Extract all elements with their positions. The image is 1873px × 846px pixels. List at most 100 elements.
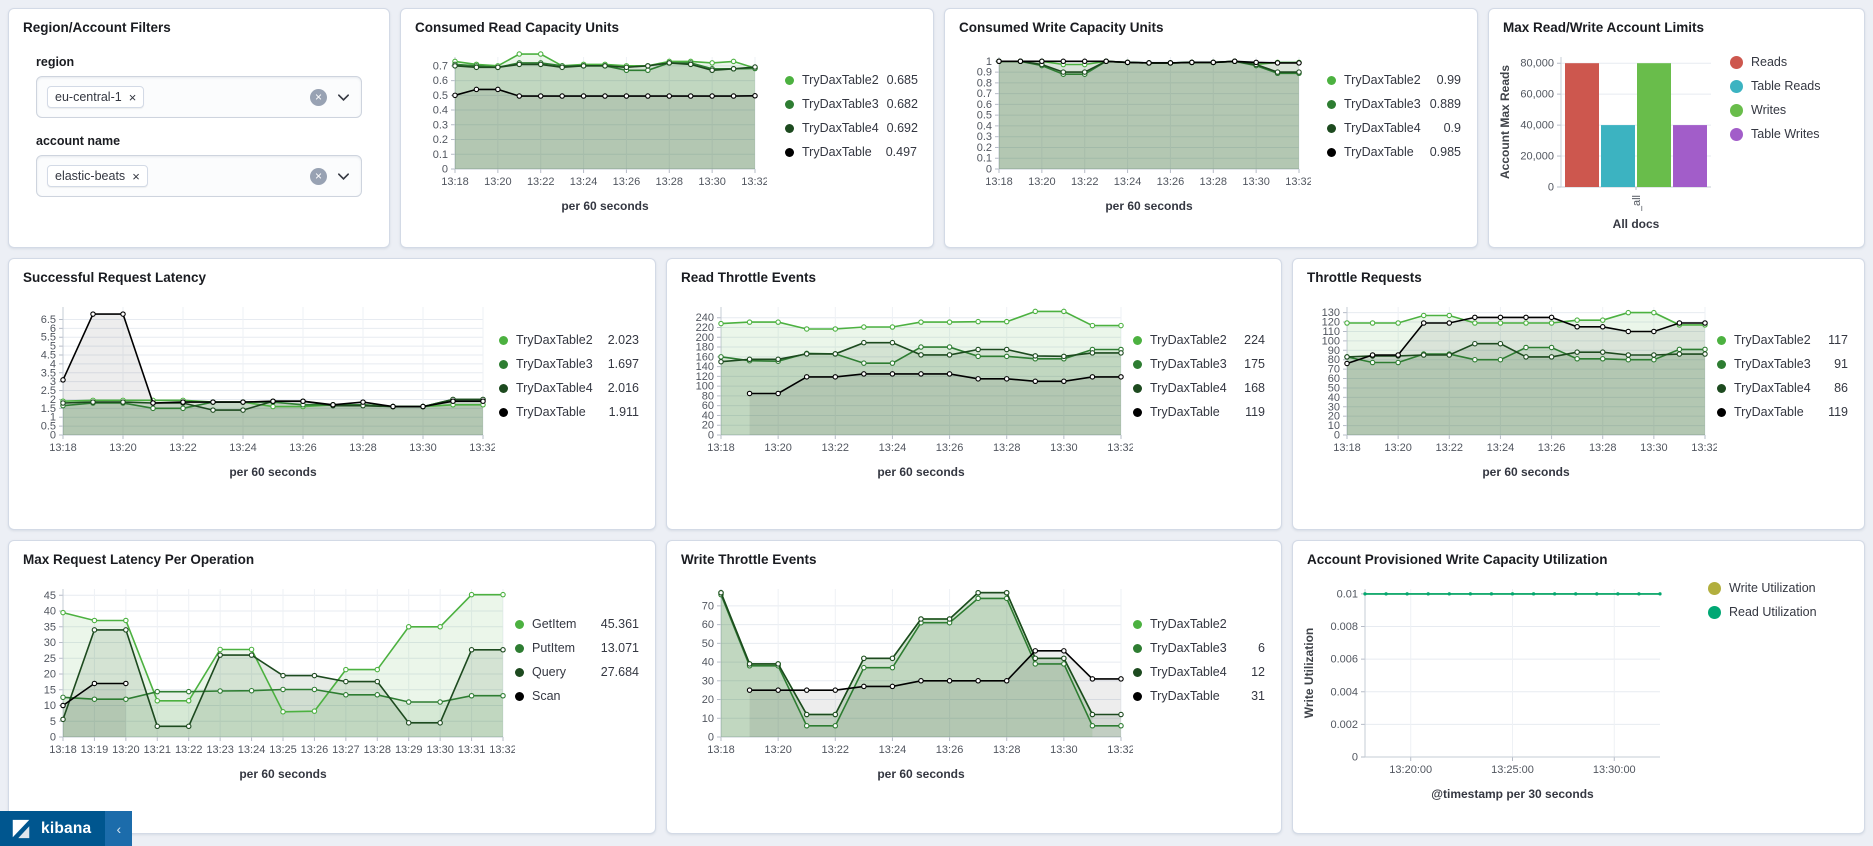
svg-text:13:24: 13:24 — [1487, 442, 1515, 454]
legend-label: TryDaxTable — [1150, 689, 1220, 703]
svg-text:13:19: 13:19 — [81, 744, 109, 756]
svg-text:0.5: 0.5 — [41, 421, 56, 433]
legend-item-trydaxtable3[interactable]: TryDaxTable3 91 — [1717, 357, 1848, 371]
svg-text:13:20: 13:20 — [1028, 176, 1056, 188]
legend-item-trydaxtable[interactable]: TryDaxTable 0.497 — [785, 145, 917, 159]
account-combo-icons: × — [310, 167, 351, 185]
account-name-combobox[interactable]: elastic-beats × × — [36, 155, 362, 197]
kibana-logo-icon — [12, 819, 30, 838]
legend-item-trydaxtable[interactable]: TryDaxTable 0.985 — [1327, 145, 1461, 159]
bar-table-reads[interactable] — [1601, 125, 1635, 187]
region-combobox[interactable]: eu-central-1 × × — [36, 76, 362, 118]
legend-item-trydaxtable3[interactable]: TryDaxTable3 6 — [1133, 641, 1265, 655]
legend-item-trydaxtable[interactable]: TryDaxTable 119 — [1133, 405, 1265, 419]
account-provisioned-write-capacity-utilization-chart[interactable]: 0 0.002 0.004 0.006 0.008 0.01 13:20:00 13:25:0… — [1301, 579, 1672, 781]
legend-item-trydaxtable2[interactable]: TryDaxTable2 2.023 — [499, 333, 639, 347]
x-axis-caption: per 60 seconds — [239, 767, 327, 781]
legend-item-getitem[interactable]: GetItem 45.361 — [515, 617, 639, 631]
remove-account-chip-icon[interactable]: × — [132, 168, 140, 184]
dashboard-row-3: Max Request Latency Per Operation 0 5 10 15 2… — [8, 540, 1865, 834]
legend-label: TryDaxTable4 — [1344, 121, 1421, 135]
max-read-write-account-limits-chart[interactable]: 0 20,000 40,000 60,000 80,000 _all Account Max… — [1497, 47, 1723, 213]
legend-item-trydaxtable2[interactable]: TryDaxTable2 224 — [1133, 333, 1265, 347]
svg-text:0.6: 0.6 — [433, 75, 448, 87]
successful-request-latency-body: 0 0.5 1 1.5 2 2.5 3 3.5 4 4.5 5 5.5 6 6.5 13:18 13:20 13… — [9, 289, 655, 479]
region-filter-group: region eu-central-1 × × — [36, 55, 362, 118]
legend-item-trydaxtable3[interactable]: TryDaxTable3 0.682 — [785, 97, 918, 111]
kibana-logo-link[interactable]: kibana — [0, 811, 106, 846]
chevron-down-icon[interactable] — [336, 169, 351, 184]
legend-item-trydaxtable4[interactable]: TryDaxTable4 86 — [1717, 381, 1848, 395]
legend-item-reads[interactable]: Reads — [1730, 55, 1848, 69]
svg-text:0: 0 — [986, 164, 992, 176]
remove-region-chip-icon[interactable]: × — [128, 89, 137, 105]
svg-text:40: 40 — [1328, 392, 1340, 404]
consumed-write-capacity-units-plot-area[interactable]: 0 0.1 0.2 0.3 0.4 0.5 0.6 0.7 0.8 0.9 1 13:18 13:20 1… — [953, 47, 1313, 198]
legend-item-writes[interactable]: Writes — [1730, 103, 1848, 117]
legend-item-table-writes[interactable]: Table Writes — [1730, 127, 1848, 141]
svg-text:0.4: 0.4 — [433, 105, 448, 117]
legend-value: 0.692 — [886, 121, 918, 135]
legend-item-trydaxtable2[interactable]: TryDaxTable2 117 — [1717, 333, 1848, 347]
write-throttle-events-plot-area[interactable]: 0 10 20 30 40 50 60 70 13:18 13:20 13:22 13:24 13:26… — [675, 579, 1135, 766]
svg-text:13:18: 13:18 — [707, 744, 735, 756]
clear-account-selection-icon[interactable]: × — [310, 167, 327, 185]
consumed-read-capacity-units-plot-area[interactable]: 0 0.1 0.2 0.3 0.4 0.5 0.6 0.7 13:18 13:20 13:22 13:… — [409, 47, 769, 198]
legend-item-query[interactable]: Query 27.684 — [515, 665, 639, 679]
legend-item-write-utilization[interactable]: Write Utilization — [1708, 581, 1848, 595]
legend-item-trydaxtable3[interactable]: TryDaxTable3 1.697 — [499, 357, 639, 371]
bar-writes[interactable] — [1637, 63, 1671, 187]
legend-item-trydaxtable2[interactable]: TryDaxTable2 — [1133, 617, 1265, 631]
svg-text:180: 180 — [696, 342, 714, 354]
panel-title: Throttle Requests — [1307, 270, 1422, 285]
legend-item-table-reads[interactable]: Table Reads — [1730, 79, 1848, 93]
successful-request-latency-plot-area[interactable]: 0 0.5 1 1.5 2 2.5 3 3.5 4 4.5 5 5.5 6 6.5 13:18 13:20 13… — [17, 297, 497, 464]
throttle-requests-plot-area[interactable]: 0 10 20 30 40 50 60 70 80 90 100 110 120 130 13:18 13:2… — [1301, 297, 1719, 464]
legend-label: Read Utilization — [1729, 605, 1817, 619]
account-provisioned-write-capacity-utilization-plot-area[interactable]: 0 0.002 0.004 0.006 0.008 0.01 13:20:00 13:25:0… — [1301, 579, 1672, 786]
clear-region-selection-icon[interactable]: × — [310, 88, 327, 106]
max-request-latency-per-operation-plot-area[interactable]: 0 5 10 15 20 25 30 35 40 45 13:18 13:19 13:20 13:21 13… — [17, 579, 517, 766]
svg-text:0.002: 0.002 — [1330, 719, 1358, 731]
max-read-write-account-limits-plot-area[interactable]: 0 20,000 40,000 60,000 80,000 _all Account Max… — [1497, 47, 1723, 216]
legend-item-trydaxtable4[interactable]: TryDaxTable4 12 — [1133, 665, 1265, 679]
legend-item-trydaxtable4[interactable]: TryDaxTable4 2.016 — [499, 381, 639, 395]
legend-item-trydaxtable2[interactable]: TryDaxTable2 0.99 — [1327, 73, 1461, 87]
successful-request-latency-chart[interactable]: 00.511.522.533.544.555.566.5 13:18 13:20 13… — [17, 297, 497, 459]
legend-value: 27.684 — [600, 665, 639, 679]
write-throttle-events-chart[interactable]: 0 10 20 30 40 50 60 70 13:18 13:20 13:22 13:24 13:26… — [675, 579, 1135, 761]
legend-item-trydaxtable2[interactable]: TryDaxTable2 0.685 — [785, 73, 918, 87]
consumed-write-capacity-units-chart[interactable]: 00.10.20.30.40.50.60.70.80.91 13:18 13:20 1… — [953, 47, 1313, 193]
legend-item-scan[interactable]: Scan — [515, 689, 639, 703]
legend-item-read-utilization[interactable]: Read Utilization — [1708, 605, 1848, 619]
legend-label: TryDaxTable4 — [1734, 381, 1811, 395]
svg-text:80,000: 80,000 — [1520, 58, 1554, 70]
read-throttle-events-plot-area[interactable]: 0 20 40 60 80 100 120 140 160 180 200 220 240 13:18 13… — [675, 297, 1135, 464]
legend-item-trydaxtable4[interactable]: TryDaxTable4 0.692 — [785, 121, 918, 135]
region-chip[interactable]: eu-central-1 × — [47, 86, 145, 108]
legend-item-trydaxtable4[interactable]: TryDaxTable4 168 — [1133, 381, 1265, 395]
legend-item-trydaxtable[interactable]: TryDaxTable 31 — [1133, 689, 1265, 703]
svg-text:0: 0 — [1334, 430, 1340, 442]
legend-item-trydaxtable3[interactable]: TryDaxTable3 175 — [1133, 357, 1265, 371]
chevron-down-icon[interactable] — [336, 90, 351, 105]
legend-value: 1.697 — [607, 357, 639, 371]
collapse-sidebar-button[interactable]: ‹ — [105, 811, 133, 846]
svg-text:13:20: 13:20 — [764, 442, 792, 454]
bar-table-writes[interactable] — [1673, 125, 1707, 187]
legend-item-trydaxtable3[interactable]: TryDaxTable3 0.889 — [1327, 97, 1461, 111]
legend-item-putitem[interactable]: PutItem 13.071 — [515, 641, 639, 655]
consumed-read-capacity-units-chart[interactable]: 0 0.1 0.2 0.3 0.4 0.5 0.6 0.7 13:18 13:20 13:22 13:… — [409, 47, 769, 193]
account-chip[interactable]: elastic-beats × — [47, 165, 148, 187]
legend-swatch-icon — [1730, 103, 1743, 117]
legend-item-trydaxtable[interactable]: TryDaxTable 119 — [1717, 405, 1848, 419]
legend-item-trydaxtable[interactable]: TryDaxTable 1.911 — [499, 405, 639, 419]
legend-label: TryDaxTable3 — [802, 97, 879, 111]
legend-item-trydaxtable4[interactable]: TryDaxTable4 0.9 — [1327, 121, 1461, 135]
legend-value: 0.682 — [886, 97, 918, 111]
svg-text:110: 110 — [1322, 326, 1340, 338]
bar-reads[interactable] — [1565, 63, 1599, 187]
